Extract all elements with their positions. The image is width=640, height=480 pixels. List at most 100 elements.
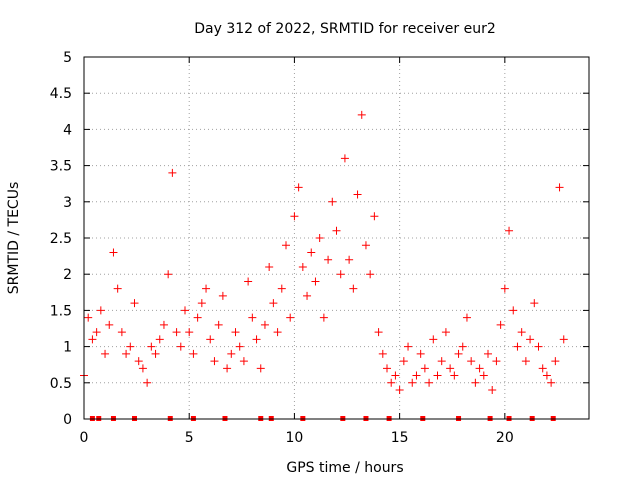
data-point xyxy=(559,335,568,344)
y-tick-label: 0 xyxy=(63,412,72,428)
data-point xyxy=(517,328,526,337)
data-point xyxy=(437,357,446,366)
data-point xyxy=(164,270,173,279)
data-point xyxy=(404,342,413,351)
data-point xyxy=(399,357,408,366)
data-point xyxy=(260,320,269,329)
y-axis: 0 0.5 1 1.5 2 2.5 3 3.5 4 4.5 5 xyxy=(50,50,589,428)
data-point xyxy=(542,371,551,380)
data-point xyxy=(92,328,101,337)
data-point xyxy=(349,284,358,293)
data-point xyxy=(88,335,97,344)
data-point xyxy=(534,342,543,351)
data-point xyxy=(462,313,471,322)
y-tick-label: 5 xyxy=(63,50,72,66)
data-point xyxy=(521,357,530,366)
data-point xyxy=(286,313,295,322)
data-point xyxy=(269,299,278,308)
data-point xyxy=(210,357,219,366)
data-point xyxy=(185,328,194,337)
data-point xyxy=(446,364,455,373)
data-point xyxy=(336,270,345,279)
data-point xyxy=(458,342,467,351)
data-point xyxy=(143,378,152,387)
data-point xyxy=(492,357,501,366)
x-tick-label: 20 xyxy=(496,430,514,446)
grid-lines xyxy=(84,57,589,419)
data-point xyxy=(408,378,417,387)
data-point xyxy=(366,270,375,279)
data-point xyxy=(231,328,240,337)
y-axis-label: SRMTID / TECUs xyxy=(6,182,22,295)
data-point xyxy=(84,313,93,322)
y-tick-label: 0.5 xyxy=(50,376,72,392)
y-tick-label: 3 xyxy=(63,195,72,211)
data-point xyxy=(425,378,434,387)
y-tick-label: 3.5 xyxy=(50,159,72,175)
data-point xyxy=(340,154,349,163)
data-point xyxy=(235,342,244,351)
data-point xyxy=(551,357,560,366)
data-point xyxy=(134,357,143,366)
y-tick-label: 1.5 xyxy=(50,303,72,319)
data-point xyxy=(420,364,429,373)
x-tick-label: 0 xyxy=(80,430,89,446)
data-point xyxy=(206,335,215,344)
data-point xyxy=(239,357,248,366)
data-point xyxy=(113,284,122,293)
data-point xyxy=(290,212,299,221)
data-point xyxy=(433,371,442,380)
data-point xyxy=(319,313,328,322)
x-tick-label: 5 xyxy=(185,430,194,446)
data-point xyxy=(176,342,185,351)
data-point xyxy=(126,342,135,351)
data-point xyxy=(159,320,168,329)
data-point xyxy=(479,371,488,380)
data-point xyxy=(218,291,227,300)
data-point xyxy=(467,357,476,366)
data-point xyxy=(530,299,539,308)
data-point xyxy=(101,349,110,358)
data-point xyxy=(324,255,333,264)
data-point xyxy=(361,241,370,250)
data-point xyxy=(214,320,223,329)
data-point xyxy=(273,328,282,337)
chart-title: Day 312 of 2022, SRMTID for receiver eur… xyxy=(194,21,496,37)
data-point xyxy=(282,241,290,250)
data-point xyxy=(277,284,286,293)
x-tick-label: 15 xyxy=(391,430,409,446)
data-point xyxy=(130,299,139,308)
data-point xyxy=(353,190,362,199)
data-point xyxy=(471,378,480,387)
x-axis: 0 5 10 15 20 xyxy=(80,57,514,446)
data-point xyxy=(147,342,156,351)
y-tick-label: 4 xyxy=(63,122,72,138)
data-point xyxy=(332,226,341,235)
data-point xyxy=(151,349,160,358)
data-point xyxy=(454,349,463,358)
data-point xyxy=(547,378,556,387)
data-point xyxy=(345,255,354,264)
data-point xyxy=(370,212,379,221)
data-point xyxy=(168,168,177,177)
data-point xyxy=(294,183,303,192)
data-point xyxy=(412,371,421,380)
data-point xyxy=(311,277,320,286)
y-tick-label: 2 xyxy=(63,267,72,283)
data-point xyxy=(509,306,518,315)
data-point xyxy=(538,364,547,373)
data-point xyxy=(244,277,253,286)
data-point xyxy=(526,335,535,344)
data-point xyxy=(155,335,164,344)
data-point xyxy=(429,335,438,344)
y-tick-label: 4.5 xyxy=(50,86,72,102)
data-point xyxy=(307,248,316,257)
data-point xyxy=(193,313,202,322)
data-point xyxy=(181,306,189,315)
data-point xyxy=(138,364,147,373)
data-point xyxy=(475,364,484,373)
data-point xyxy=(505,226,514,235)
data-point xyxy=(189,349,198,358)
data-point xyxy=(484,349,492,358)
